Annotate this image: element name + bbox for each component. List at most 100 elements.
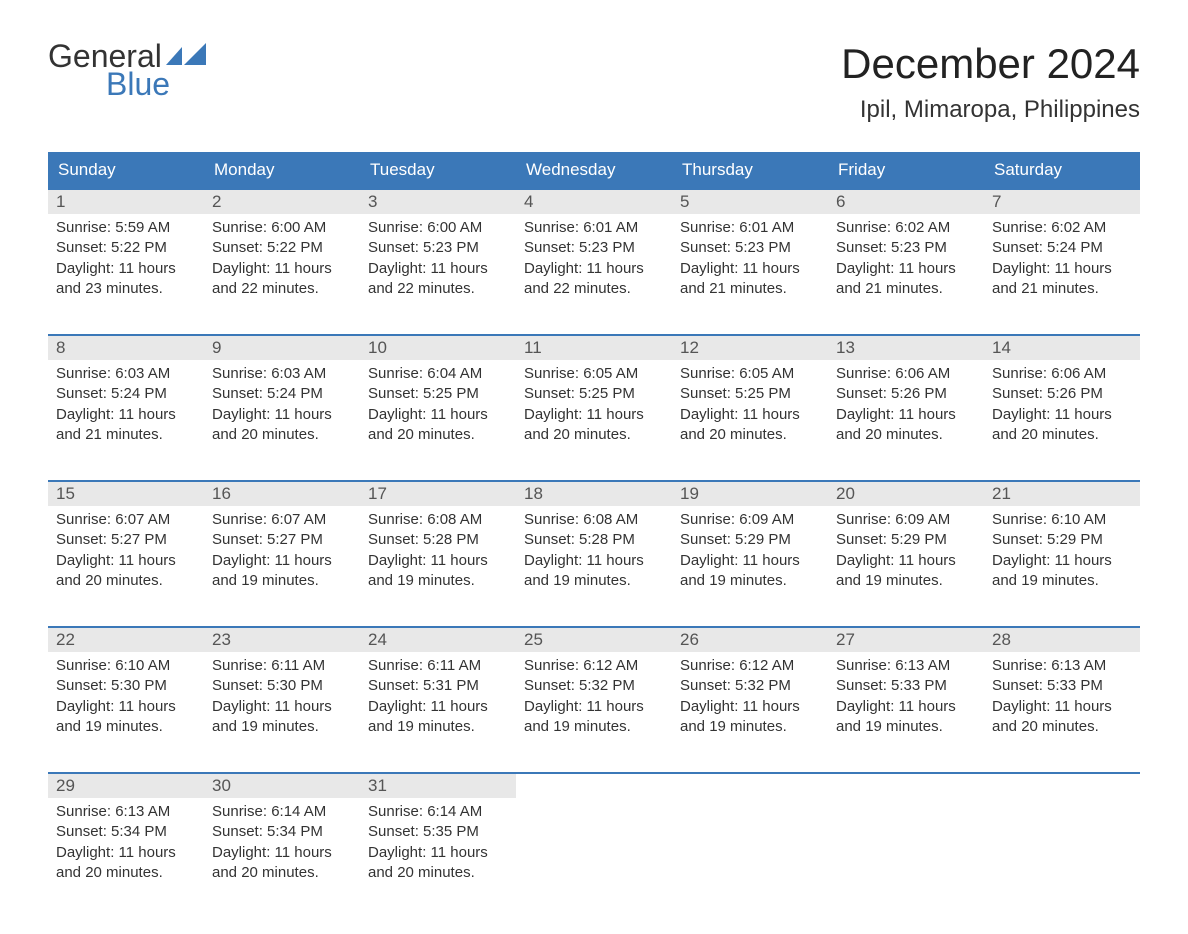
day-number: 19 — [672, 482, 828, 506]
day-number: 2 — [204, 190, 360, 214]
calendar-cell: 4Sunrise: 6:01 AMSunset: 5:23 PMDaylight… — [516, 190, 672, 310]
day-number: 15 — [48, 482, 204, 506]
day-header-row: Sunday Monday Tuesday Wednesday Thursday… — [48, 152, 1140, 188]
day-header: Thursday — [672, 152, 828, 188]
daylight-line-1: Daylight: 11 hours — [368, 843, 508, 863]
sunset-line: Sunset: 5:32 PM — [680, 676, 820, 696]
daylight-line-2: and 19 minutes. — [992, 571, 1132, 591]
day-header: Sunday — [48, 152, 204, 188]
sunset-line: Sunset: 5:25 PM — [524, 384, 664, 404]
sunset-line: Sunset: 5:29 PM — [992, 530, 1132, 550]
sunrise-line: Sunrise: 6:10 AM — [992, 510, 1132, 530]
sunrise-line: Sunrise: 6:14 AM — [212, 802, 352, 822]
day-details: Sunrise: 6:02 AMSunset: 5:24 PMDaylight:… — [984, 214, 1140, 305]
sunrise-line: Sunrise: 6:02 AM — [836, 218, 976, 238]
sunset-line: Sunset: 5:25 PM — [368, 384, 508, 404]
day-number: 26 — [672, 628, 828, 652]
day-number: 31 — [360, 774, 516, 798]
daylight-line-2: and 19 minutes. — [836, 571, 976, 591]
calendar-cell: 27Sunrise: 6:13 AMSunset: 5:33 PMDayligh… — [828, 628, 984, 748]
day-details: Sunrise: 6:08 AMSunset: 5:28 PMDaylight:… — [516, 506, 672, 597]
calendar-week: 1Sunrise: 5:59 AMSunset: 5:22 PMDaylight… — [48, 188, 1140, 310]
calendar-cell: 22Sunrise: 6:10 AMSunset: 5:30 PMDayligh… — [48, 628, 204, 748]
sunset-line: Sunset: 5:23 PM — [368, 238, 508, 258]
day-details: Sunrise: 6:10 AMSunset: 5:29 PMDaylight:… — [984, 506, 1140, 597]
logo: General Blue — [48, 40, 210, 100]
daylight-line-1: Daylight: 11 hours — [368, 697, 508, 717]
day-details: Sunrise: 5:59 AMSunset: 5:22 PMDaylight:… — [48, 214, 204, 305]
daylight-line-2: and 22 minutes. — [212, 279, 352, 299]
sunrise-line: Sunrise: 6:14 AM — [368, 802, 508, 822]
daylight-line-1: Daylight: 11 hours — [212, 697, 352, 717]
daylight-line-1: Daylight: 11 hours — [56, 259, 196, 279]
daylight-line-1: Daylight: 11 hours — [836, 405, 976, 425]
sunrise-line: Sunrise: 6:13 AM — [992, 656, 1132, 676]
daylight-line-1: Daylight: 11 hours — [992, 405, 1132, 425]
sunrise-line: Sunrise: 6:11 AM — [368, 656, 508, 676]
calendar-cell: 6Sunrise: 6:02 AMSunset: 5:23 PMDaylight… — [828, 190, 984, 310]
calendar-cell: 21Sunrise: 6:10 AMSunset: 5:29 PMDayligh… — [984, 482, 1140, 602]
daylight-line-1: Daylight: 11 hours — [992, 259, 1132, 279]
daylight-line-2: and 20 minutes. — [56, 863, 196, 883]
day-number: 21 — [984, 482, 1140, 506]
daylight-line-1: Daylight: 11 hours — [680, 405, 820, 425]
sunset-line: Sunset: 5:23 PM — [680, 238, 820, 258]
sunrise-line: Sunrise: 6:02 AM — [992, 218, 1132, 238]
calendar-cell — [984, 774, 1140, 894]
sunset-line: Sunset: 5:33 PM — [836, 676, 976, 696]
calendar-cell: 3Sunrise: 6:00 AMSunset: 5:23 PMDaylight… — [360, 190, 516, 310]
sunset-line: Sunset: 5:27 PM — [56, 530, 196, 550]
day-details: Sunrise: 6:00 AMSunset: 5:22 PMDaylight:… — [204, 214, 360, 305]
sunrise-line: Sunrise: 6:11 AM — [212, 656, 352, 676]
calendar-cell: 5Sunrise: 6:01 AMSunset: 5:23 PMDaylight… — [672, 190, 828, 310]
day-details: Sunrise: 6:12 AMSunset: 5:32 PMDaylight:… — [516, 652, 672, 743]
daylight-line-2: and 20 minutes. — [992, 425, 1132, 445]
calendar-cell: 13Sunrise: 6:06 AMSunset: 5:26 PMDayligh… — [828, 336, 984, 456]
calendar-cell: 30Sunrise: 6:14 AMSunset: 5:34 PMDayligh… — [204, 774, 360, 894]
daylight-line-1: Daylight: 11 hours — [368, 551, 508, 571]
day-details: Sunrise: 6:07 AMSunset: 5:27 PMDaylight:… — [204, 506, 360, 597]
sunset-line: Sunset: 5:24 PM — [56, 384, 196, 404]
sunrise-line: Sunrise: 5:59 AM — [56, 218, 196, 238]
calendar-cell: 8Sunrise: 6:03 AMSunset: 5:24 PMDaylight… — [48, 336, 204, 456]
daylight-line-1: Daylight: 11 hours — [524, 551, 664, 571]
day-number: 11 — [516, 336, 672, 360]
day-number: 25 — [516, 628, 672, 652]
daylight-line-1: Daylight: 11 hours — [56, 697, 196, 717]
day-number: 9 — [204, 336, 360, 360]
sunrise-line: Sunrise: 6:07 AM — [212, 510, 352, 530]
calendar-cell: 31Sunrise: 6:14 AMSunset: 5:35 PMDayligh… — [360, 774, 516, 894]
day-number: 10 — [360, 336, 516, 360]
daylight-line-2: and 19 minutes. — [680, 717, 820, 737]
daylight-line-1: Daylight: 11 hours — [836, 259, 976, 279]
day-number: 12 — [672, 336, 828, 360]
weeks-container: 1Sunrise: 5:59 AMSunset: 5:22 PMDaylight… — [48, 188, 1140, 894]
calendar-cell: 20Sunrise: 6:09 AMSunset: 5:29 PMDayligh… — [828, 482, 984, 602]
calendar-cell: 2Sunrise: 6:00 AMSunset: 5:22 PMDaylight… — [204, 190, 360, 310]
day-number: 20 — [828, 482, 984, 506]
daylight-line-2: and 21 minutes. — [56, 425, 196, 445]
calendar-week: 8Sunrise: 6:03 AMSunset: 5:24 PMDaylight… — [48, 334, 1140, 456]
day-header: Friday — [828, 152, 984, 188]
daylight-line-2: and 19 minutes. — [212, 717, 352, 737]
sunset-line: Sunset: 5:34 PM — [212, 822, 352, 842]
daylight-line-2: and 19 minutes. — [524, 717, 664, 737]
sunset-line: Sunset: 5:24 PM — [992, 238, 1132, 258]
day-details: Sunrise: 6:11 AMSunset: 5:30 PMDaylight:… — [204, 652, 360, 743]
calendar-week: 15Sunrise: 6:07 AMSunset: 5:27 PMDayligh… — [48, 480, 1140, 602]
sunrise-line: Sunrise: 6:05 AM — [524, 364, 664, 384]
sunrise-line: Sunrise: 6:08 AM — [524, 510, 664, 530]
calendar-cell: 26Sunrise: 6:12 AMSunset: 5:32 PMDayligh… — [672, 628, 828, 748]
calendar: Sunday Monday Tuesday Wednesday Thursday… — [48, 152, 1140, 894]
day-details: Sunrise: 6:04 AMSunset: 5:25 PMDaylight:… — [360, 360, 516, 451]
day-details: Sunrise: 6:09 AMSunset: 5:29 PMDaylight:… — [672, 506, 828, 597]
day-details: Sunrise: 6:03 AMSunset: 5:24 PMDaylight:… — [204, 360, 360, 451]
sunset-line: Sunset: 5:24 PM — [212, 384, 352, 404]
sunset-line: Sunset: 5:22 PM — [56, 238, 196, 258]
day-details: Sunrise: 6:12 AMSunset: 5:32 PMDaylight:… — [672, 652, 828, 743]
calendar-cell: 25Sunrise: 6:12 AMSunset: 5:32 PMDayligh… — [516, 628, 672, 748]
sunrise-line: Sunrise: 6:06 AM — [992, 364, 1132, 384]
sunset-line: Sunset: 5:26 PM — [992, 384, 1132, 404]
calendar-cell — [516, 774, 672, 894]
daylight-line-1: Daylight: 11 hours — [680, 697, 820, 717]
